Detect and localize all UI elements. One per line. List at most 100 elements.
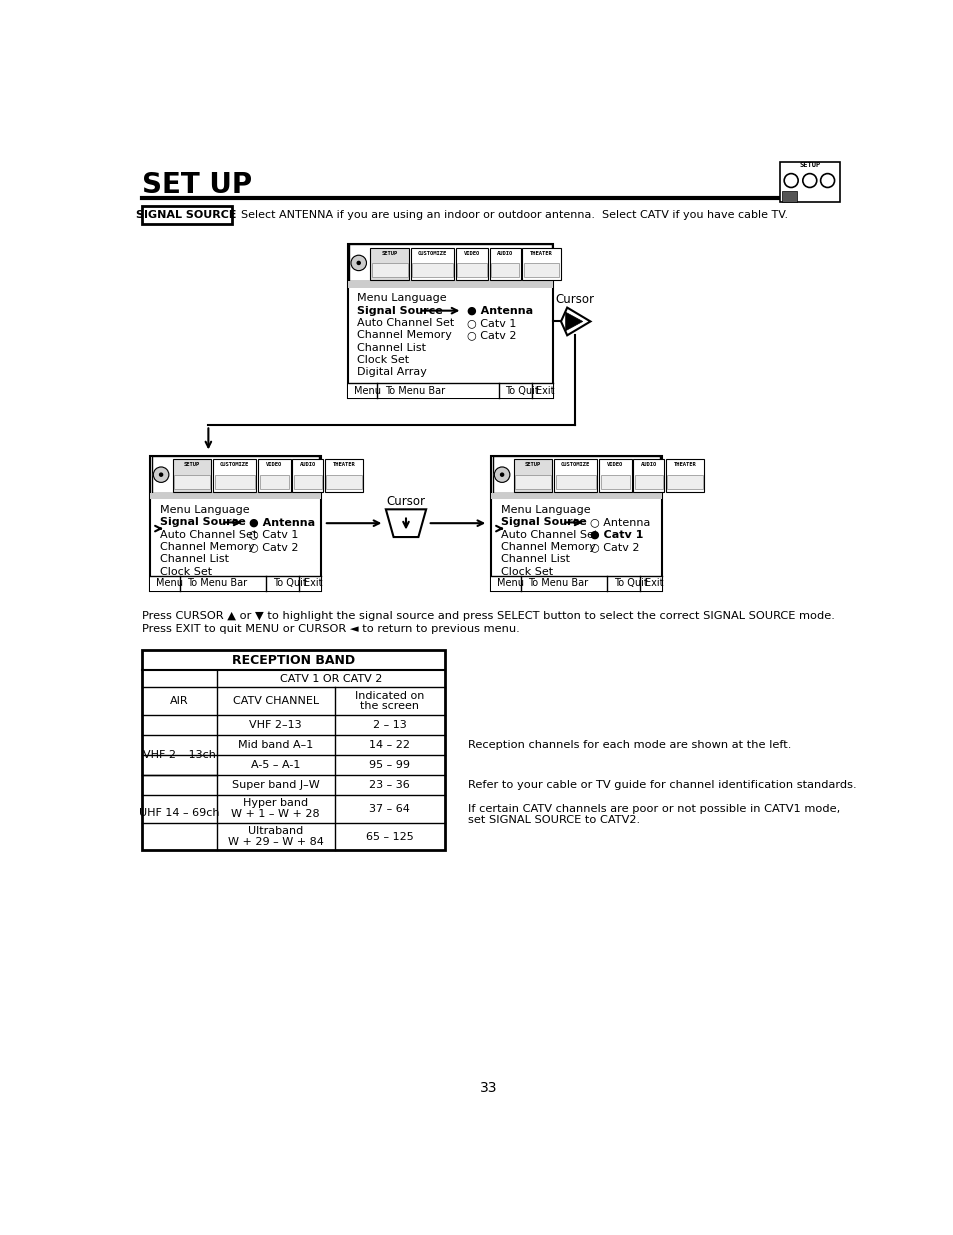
Text: Exit: Exit <box>303 578 322 588</box>
Text: Clock Set: Clock Set <box>159 567 212 577</box>
Text: SETUP: SETUP <box>524 462 540 467</box>
Text: To Quit: To Quit <box>613 578 647 588</box>
Bar <box>348 245 553 399</box>
Text: THEATER: THEATER <box>333 462 355 467</box>
Text: ○ Catv 2: ○ Catv 2 <box>249 542 298 552</box>
Bar <box>349 245 551 282</box>
Text: CUSTOMIZE: CUSTOMIZE <box>220 462 249 467</box>
Text: Signal Source: Signal Source <box>356 306 442 316</box>
FancyBboxPatch shape <box>257 459 291 492</box>
Text: If certain CATV channels are poor or not possible in CATV1 mode,: If certain CATV channels are poor or not… <box>468 804 840 814</box>
Text: Channel List: Channel List <box>500 555 569 564</box>
Text: Clock Set: Clock Set <box>500 567 552 577</box>
Text: UHF 14 – 69ch: UHF 14 – 69ch <box>139 808 220 818</box>
Text: Menu Language: Menu Language <box>159 505 249 515</box>
FancyBboxPatch shape <box>324 459 363 492</box>
FancyBboxPatch shape <box>665 459 703 492</box>
Bar <box>456 263 486 277</box>
Text: VIDEO: VIDEO <box>606 462 622 467</box>
FancyBboxPatch shape <box>410 247 454 280</box>
Text: Signal Source: Signal Source <box>500 517 586 527</box>
Bar <box>634 474 661 489</box>
Text: AUDIO: AUDIO <box>497 251 513 256</box>
Bar <box>491 576 661 592</box>
Text: SIGNAL SOURCE: SIGNAL SOURCE <box>136 210 236 220</box>
Bar <box>294 474 321 489</box>
Bar <box>174 474 210 489</box>
Text: 23 – 36: 23 – 36 <box>369 781 410 790</box>
Text: CUSTOMIZE: CUSTOMIZE <box>560 462 590 467</box>
Text: RECEPTION BAND: RECEPTION BAND <box>232 653 355 667</box>
FancyBboxPatch shape <box>554 459 597 492</box>
Bar <box>142 651 444 851</box>
Text: Auto Channel Set: Auto Channel Set <box>500 530 598 540</box>
FancyBboxPatch shape <box>513 459 552 492</box>
Text: Signal Source: Signal Source <box>159 517 245 527</box>
Text: CUSTOMIZE: CUSTOMIZE <box>417 251 447 256</box>
Text: Menu: Menu <box>354 385 380 395</box>
Text: THEATER: THEATER <box>530 251 553 256</box>
Text: set SIGNAL SOURCE to CATV2.: set SIGNAL SOURCE to CATV2. <box>468 815 639 825</box>
Circle shape <box>153 467 169 483</box>
Text: Channel Memory: Channel Memory <box>159 542 254 552</box>
Text: Cursor: Cursor <box>555 294 594 306</box>
Text: ○ Antenna: ○ Antenna <box>590 517 650 527</box>
Text: Channel List: Channel List <box>356 342 426 353</box>
FancyBboxPatch shape <box>172 459 212 492</box>
Text: To Quit: To Quit <box>505 385 538 395</box>
Bar <box>555 474 596 489</box>
Text: 95 – 99: 95 – 99 <box>369 760 410 769</box>
Bar <box>781 191 797 203</box>
Circle shape <box>494 467 509 483</box>
Bar <box>150 576 320 592</box>
Text: Indicated on: Indicated on <box>355 690 424 700</box>
Text: SETUP: SETUP <box>184 462 200 467</box>
Bar <box>150 493 320 499</box>
Text: AUDIO: AUDIO <box>299 462 315 467</box>
Text: SETUP: SETUP <box>799 162 820 168</box>
Text: Exit: Exit <box>536 385 554 395</box>
Text: Channel Memory: Channel Memory <box>356 330 452 341</box>
Text: Select ANTENNA if you are using an indoor or outdoor antenna.  Select CATV if yo: Select ANTENNA if you are using an indoo… <box>241 210 787 220</box>
Text: ● Antenna: ● Antenna <box>467 306 533 316</box>
Text: Refer to your cable or TV guide for channel identification standards.: Refer to your cable or TV guide for chan… <box>468 781 856 790</box>
Text: Auto Channel Set: Auto Channel Set <box>159 530 256 540</box>
Text: VIDEO: VIDEO <box>266 462 282 467</box>
Text: W + 29 – W + 84: W + 29 – W + 84 <box>228 837 323 847</box>
Text: Menu: Menu <box>497 578 524 588</box>
Text: Clock Set: Clock Set <box>356 354 409 366</box>
Text: To Menu Bar: To Menu Bar <box>528 578 588 588</box>
Text: Digital Array: Digital Array <box>159 579 229 589</box>
Bar <box>214 474 254 489</box>
Bar <box>412 263 452 277</box>
Text: 14 – 22: 14 – 22 <box>369 740 410 750</box>
FancyBboxPatch shape <box>521 247 560 280</box>
Text: AIR: AIR <box>171 697 189 706</box>
Text: To Menu Bar: To Menu Bar <box>187 578 248 588</box>
Text: 37 – 64: 37 – 64 <box>369 804 410 814</box>
Bar <box>493 456 659 493</box>
Text: THEATER: THEATER <box>673 462 696 467</box>
Bar <box>372 263 407 277</box>
Polygon shape <box>565 312 582 331</box>
Bar <box>523 263 558 277</box>
Text: A-5 – A-1: A-5 – A-1 <box>251 760 300 769</box>
Text: To Quit: To Quit <box>273 578 306 588</box>
Text: ○ Catv 1: ○ Catv 1 <box>249 530 298 540</box>
Bar <box>599 474 629 489</box>
Text: CATV 1 OR CATV 2: CATV 1 OR CATV 2 <box>279 674 381 684</box>
FancyBboxPatch shape <box>598 459 631 492</box>
Text: Menu: Menu <box>156 578 183 588</box>
FancyBboxPatch shape <box>370 247 409 280</box>
Bar <box>491 493 661 499</box>
Text: Reception channels for each mode are shown at the left.: Reception channels for each mode are sho… <box>468 740 791 750</box>
Text: Ultraband: Ultraband <box>248 826 303 836</box>
Bar <box>150 456 320 592</box>
Text: To Menu Bar: To Menu Bar <box>385 385 445 395</box>
FancyBboxPatch shape <box>456 247 488 280</box>
Text: 2 – 13: 2 – 13 <box>373 720 406 730</box>
Text: 33: 33 <box>479 1081 497 1094</box>
Text: VHF 2–13: VHF 2–13 <box>250 720 302 730</box>
FancyBboxPatch shape <box>213 459 256 492</box>
Text: Digital Array: Digital Array <box>356 367 427 377</box>
